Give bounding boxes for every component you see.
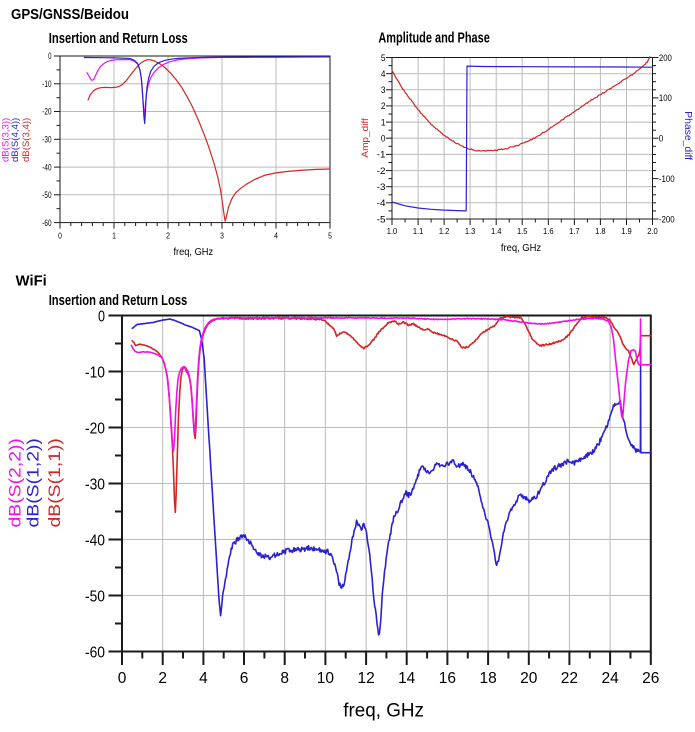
svg-text:200: 200	[659, 53, 672, 63]
svg-text:5: 5	[328, 230, 332, 240]
svg-text:1.8: 1.8	[595, 226, 606, 236]
svg-text:-40: -40	[42, 162, 51, 172]
svg-text:2.0: 2.0	[647, 226, 658, 236]
svg-text:-10: -10	[85, 364, 105, 381]
svg-text:0: 0	[58, 230, 62, 240]
svg-text:1.9: 1.9	[621, 226, 632, 236]
svg-text:-30: -30	[42, 135, 51, 145]
svg-text:-5: -5	[377, 214, 386, 224]
svg-text:1.3: 1.3	[465, 226, 476, 236]
svg-text:Insertion and Return Loss: Insertion and Return Loss	[49, 31, 188, 47]
svg-text:-20: -20	[42, 107, 51, 117]
svg-text:3: 3	[381, 85, 386, 95]
svg-text:100: 100	[659, 93, 672, 103]
svg-text:freq, GHz: freq, GHz	[343, 701, 424, 722]
svg-text:0: 0	[381, 134, 386, 144]
svg-text:Insertion and Return Loss: Insertion and Return Loss	[49, 293, 188, 309]
svg-text:0: 0	[98, 308, 105, 325]
svg-text:-30: -30	[85, 476, 105, 493]
svg-text:0: 0	[48, 51, 51, 61]
svg-text:6: 6	[240, 670, 249, 687]
svg-text:dB(S(3,4)): dB(S(3,4))	[21, 118, 31, 162]
svg-text:-3: -3	[377, 182, 386, 192]
svg-text:-60: -60	[42, 218, 51, 228]
svg-text:dB(S(1,2)): dB(S(1,2))	[23, 438, 42, 527]
svg-text:1.2: 1.2	[439, 226, 450, 236]
svg-text:1.6: 1.6	[543, 226, 554, 236]
svg-text:-100: -100	[659, 174, 675, 184]
svg-text:1.1: 1.1	[413, 226, 424, 236]
svg-text:1.0: 1.0	[387, 226, 398, 236]
svg-text:-200: -200	[659, 214, 675, 224]
svg-text:dB(S(3,3)): dB(S(3,3))	[1, 118, 11, 162]
svg-text:1.5: 1.5	[517, 226, 528, 236]
svg-text:-20: -20	[85, 420, 105, 437]
svg-text:dB(S(1,1)): dB(S(1,1))	[45, 438, 64, 527]
svg-text:Amp_diff: Amp_diff	[360, 118, 371, 158]
svg-text:1: 1	[112, 230, 116, 240]
svg-text:-40: -40	[85, 532, 105, 549]
svg-text:12: 12	[357, 670, 374, 687]
svg-text:-60: -60	[85, 644, 105, 661]
svg-text:freq, GHz: freq, GHz	[501, 243, 541, 254]
svg-text:22: 22	[561, 670, 578, 687]
svg-text:3: 3	[220, 230, 224, 240]
svg-text:-50: -50	[85, 588, 105, 605]
svg-text:Phase_diff: Phase_diff	[682, 111, 693, 160]
svg-text:10: 10	[317, 670, 335, 687]
svg-text:dB(S(2,2)): dB(S(2,2))	[5, 438, 24, 527]
svg-text:Amplitude and Phase: Amplitude and Phase	[378, 31, 489, 47]
svg-text:1: 1	[381, 117, 386, 127]
svg-text:4: 4	[381, 69, 386, 79]
svg-text:dB(S(4,4)): dB(S(4,4))	[10, 118, 20, 162]
svg-text:1.4: 1.4	[491, 226, 502, 236]
svg-text:GPS/GNSS/Beidou: GPS/GNSS/Beidou	[11, 7, 129, 23]
svg-text:-4: -4	[377, 198, 386, 208]
svg-text:24: 24	[601, 670, 619, 687]
svg-text:20: 20	[520, 670, 538, 687]
svg-text:0: 0	[118, 670, 127, 687]
svg-text:0: 0	[659, 134, 663, 144]
svg-text:-50: -50	[42, 190, 51, 200]
svg-text:freq, GHz: freq, GHz	[173, 247, 213, 258]
svg-text:WiFi: WiFi	[16, 273, 47, 289]
svg-text:4: 4	[199, 670, 208, 687]
svg-text:2: 2	[166, 230, 170, 240]
svg-text:2: 2	[381, 101, 386, 111]
svg-text:4: 4	[274, 230, 278, 240]
svg-text:-1: -1	[377, 150, 386, 160]
svg-text:5: 5	[381, 53, 386, 63]
svg-text:26: 26	[642, 670, 659, 687]
svg-text:1.7: 1.7	[569, 226, 580, 236]
svg-text:2: 2	[158, 670, 167, 687]
svg-text:16: 16	[439, 670, 456, 687]
svg-text:8: 8	[280, 670, 289, 687]
svg-text:18: 18	[479, 670, 496, 687]
svg-text:-10: -10	[42, 79, 51, 89]
svg-text:14: 14	[398, 670, 416, 687]
svg-text:-2: -2	[377, 166, 386, 176]
